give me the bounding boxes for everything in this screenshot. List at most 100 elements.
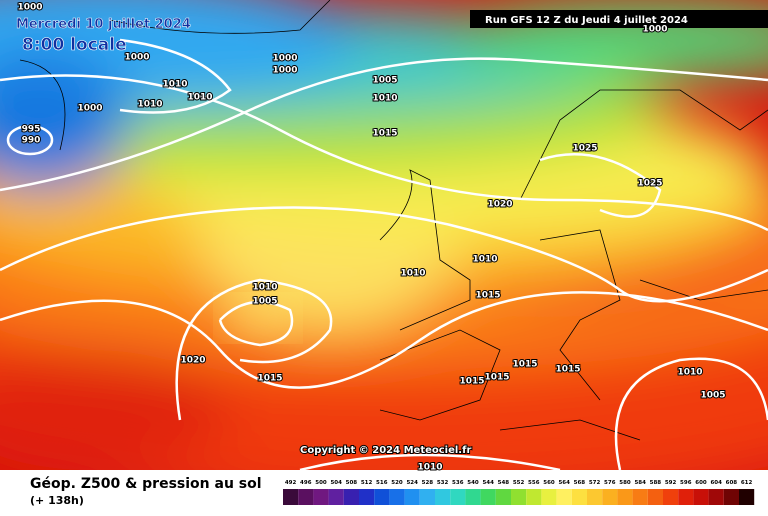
colorbar-swatch [480,489,496,505]
colorbar-label: 548 [498,480,510,486]
colorbar-label: 516 [376,480,388,486]
colorbar-label: 564 [558,480,570,486]
isobar-label: 1000 [272,54,297,64]
isobar-label: 1010 [472,255,497,265]
isobar-label: 1015 [555,365,580,375]
colorbar-label: 500 [315,480,327,486]
isobar-label: 1010 [187,93,212,103]
colorbar-swatch [419,489,435,505]
colorbar-swatch [571,489,587,505]
isobar-label: 1015 [484,373,509,383]
colorbar-label: 560 [543,480,555,486]
colorbar-label: 532 [437,480,449,486]
run-info: Run GFS 12 Z du Jeudi 4 juillet 2024 [485,15,688,26]
colorbar-label: 556 [528,480,540,486]
colorbar-swatch [298,489,314,505]
isobar-label: 1000 [77,104,102,114]
colorbar-label: 588 [650,480,662,486]
colorbar-swatch [708,489,724,505]
colorbar-label: 520 [391,480,403,486]
colorbar-label: 512 [361,480,373,486]
colorbar-label: 552 [513,480,525,486]
colorbar-label: 604 [710,480,722,486]
isobar-label: 1000 [642,25,667,35]
isobar-label: 1010 [162,80,187,90]
colorbar-swatch [617,489,633,505]
isobar-label: 1015 [372,129,397,139]
isobar-label: 1000 [124,53,149,63]
colorbar-swatch [556,489,572,505]
isobar-label: 1020 [487,200,512,210]
colorbar-swatch [404,489,420,505]
colorbar-label: 508 [346,480,358,486]
colorbar-swatch [632,489,648,505]
colorbar-label: 572 [589,480,601,486]
colorbar-label: 536 [452,480,464,486]
colorbar-label: 492 [285,480,297,486]
colorbar-label: 544 [482,480,494,486]
isobar-label: 1010 [677,368,702,378]
isobar-label: 1010 [417,463,442,473]
colorbar-swatch [647,489,663,505]
colorbar-swatch [343,489,359,505]
colorbar-swatch [313,489,329,505]
colorbar-label: 540 [467,480,479,486]
colorbar-label: 592 [665,480,677,486]
colorbar-swatch [587,489,603,505]
colorbar-label: 608 [726,480,738,486]
isobar-label: 1010 [400,269,425,279]
isobar-label: 1015 [512,360,537,370]
isobar-label: 1010 [252,283,277,293]
colorbar-swatch [328,489,344,505]
isobar-label: 1005 [252,297,277,307]
colorbar-label: 568 [574,480,586,486]
isobar-label: 1010 [372,94,397,104]
colorbar-label: 576 [604,480,616,486]
legend-title: Géop. Z500 & pression au sol [30,476,262,492]
forecast-hour: (+ 138h) [30,494,84,507]
colorbar-label: 596 [680,480,692,486]
colorbar-swatch [541,489,557,505]
isobar-label: 995 [22,125,41,135]
colorbar-swatch [450,489,466,505]
colorbar-swatch [374,489,390,505]
isobar-label: 990 [22,136,41,146]
valid-date: Mercredi 10 juillet 2024 [16,17,191,32]
isobar-label: 1020 [180,356,205,366]
colorbar-swatch [602,489,618,505]
colorbar-swatch [359,489,375,505]
colorbar-swatch [693,489,709,505]
colorbar-label: 612 [741,480,753,486]
colorbar-swatch [283,489,299,505]
colorbar-swatch [511,489,527,505]
colorbar-swatch [663,489,679,505]
colorbar-label: 528 [422,480,434,486]
colorbar-swatch [465,489,481,505]
map [0,0,768,470]
isobar-label: 1015 [459,377,484,387]
colorbar-label: 496 [300,480,312,486]
isobar-label: 1000 [17,3,42,13]
isobar-label: 1015 [475,291,500,301]
isobar-label: 1010 [137,100,162,110]
colorbar-swatch [723,489,739,505]
colorbar-swatch [389,489,405,505]
colorbar-label: 600 [695,480,707,486]
colorbar-label: 524 [406,480,418,486]
colorbar-label: 504 [330,480,342,486]
isobar-label: 1025 [572,144,597,154]
isobar-label: 1000 [272,66,297,76]
colorbar-swatch [678,489,694,505]
copyright: Copyright © 2024 Meteociel.fr [300,445,471,456]
colorbar-swatch [495,489,511,505]
colorbar-label: 580 [619,480,631,486]
local-time: 8:00 locale [22,35,127,55]
isobar-label: 1005 [372,76,397,86]
isobar-label: 1005 [700,391,725,401]
isobar-label: 1015 [257,374,282,384]
colorbar-label: 584 [634,480,646,486]
colorbar-swatch [435,489,451,505]
colorbar-swatch [739,489,755,505]
isobar-label: 1025 [637,179,662,189]
